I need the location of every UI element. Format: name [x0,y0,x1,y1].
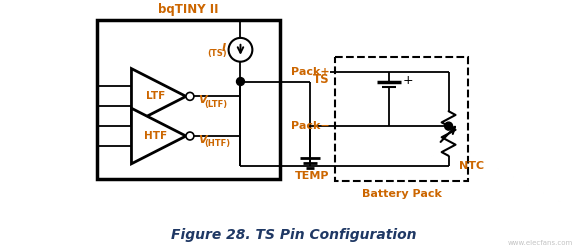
Text: HTF: HTF [144,131,167,141]
Bar [97,20,280,179]
Text: Battery Pack: Battery Pack [362,188,441,199]
Text: +: + [403,74,414,87]
Text: V: V [198,95,207,105]
Text: bqTINY II: bqTINY II [158,3,219,16]
Circle shape [237,78,244,86]
Text: (LTF): (LTF) [204,100,227,109]
Text: NTC: NTC [458,161,484,171]
Text: LTF: LTF [146,91,166,101]
Bar [335,57,468,181]
Circle shape [444,122,453,130]
Circle shape [186,132,194,140]
Text: TS: TS [313,73,329,86]
Text: Pack−: Pack− [291,121,330,131]
Circle shape [186,93,194,100]
Circle shape [228,38,252,62]
Text: I: I [221,43,225,53]
Text: V: V [198,135,207,145]
Text: Figure 28. TS Pin Configuration: Figure 28. TS Pin Configuration [171,228,416,242]
Text: Pack+: Pack+ [291,67,330,77]
Text: (TS): (TS) [207,49,227,58]
Polygon shape [131,108,186,164]
Polygon shape [131,69,186,124]
Text: www.elecfans.com: www.elecfans.com [507,240,572,246]
Text: (HTF): (HTF) [204,139,230,149]
Text: TEMP: TEMP [295,171,330,181]
